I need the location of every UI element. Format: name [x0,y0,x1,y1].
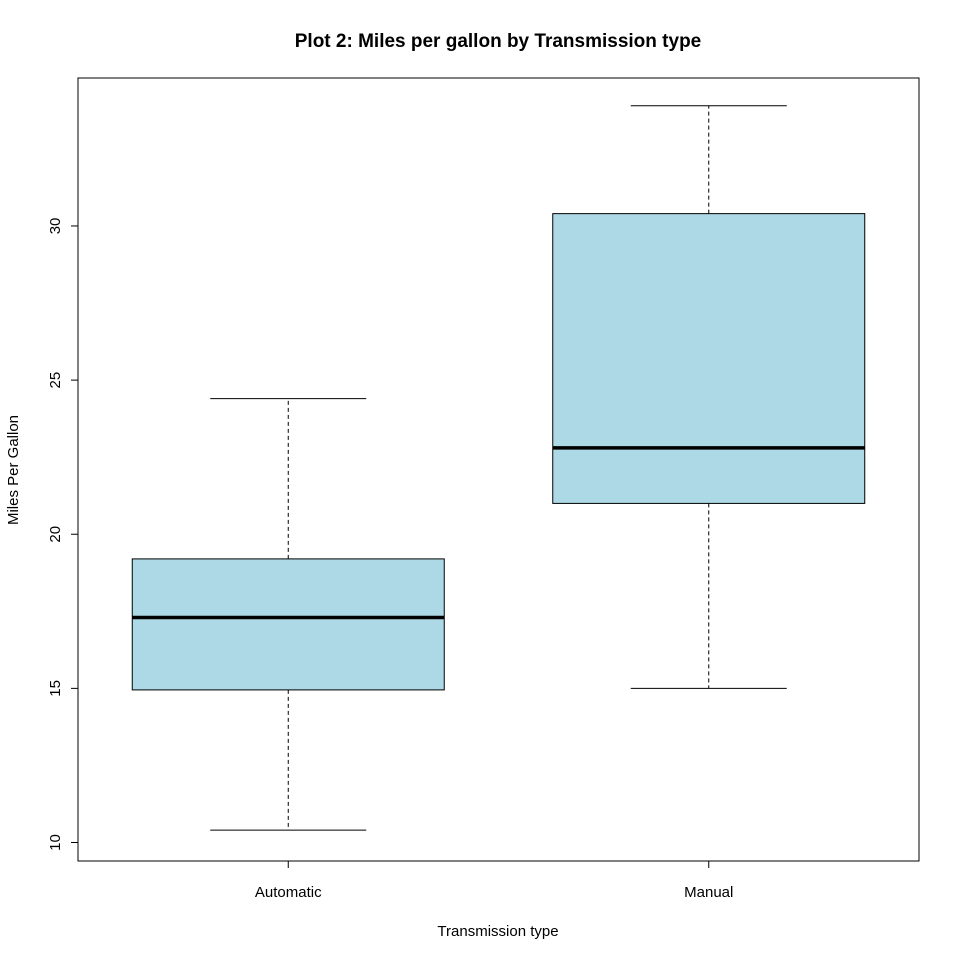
box-manual [552,105,866,689]
iqr-box [552,213,866,504]
x-tick-label: Manual [684,884,733,901]
y-tick-label: 10 [47,834,64,851]
plot-area [131,105,866,831]
y-tick-label: 30 [47,218,64,235]
x-axis: Automatic Manual [255,861,733,901]
y-tick-label: 25 [47,372,64,389]
box-automatic [131,398,445,831]
x-tick-label: Automatic [255,884,322,901]
x-axis-label: Transmission type [437,923,558,940]
y-axis: 10 15 20 25 30 [47,218,79,851]
y-tick-label: 15 [47,680,64,697]
y-axis-label: Miles Per Gallon [5,415,22,525]
iqr-box [131,558,445,691]
y-tick-label: 20 [47,526,64,543]
chart-title: Plot 2: Miles per gallon by Transmission… [295,31,702,52]
